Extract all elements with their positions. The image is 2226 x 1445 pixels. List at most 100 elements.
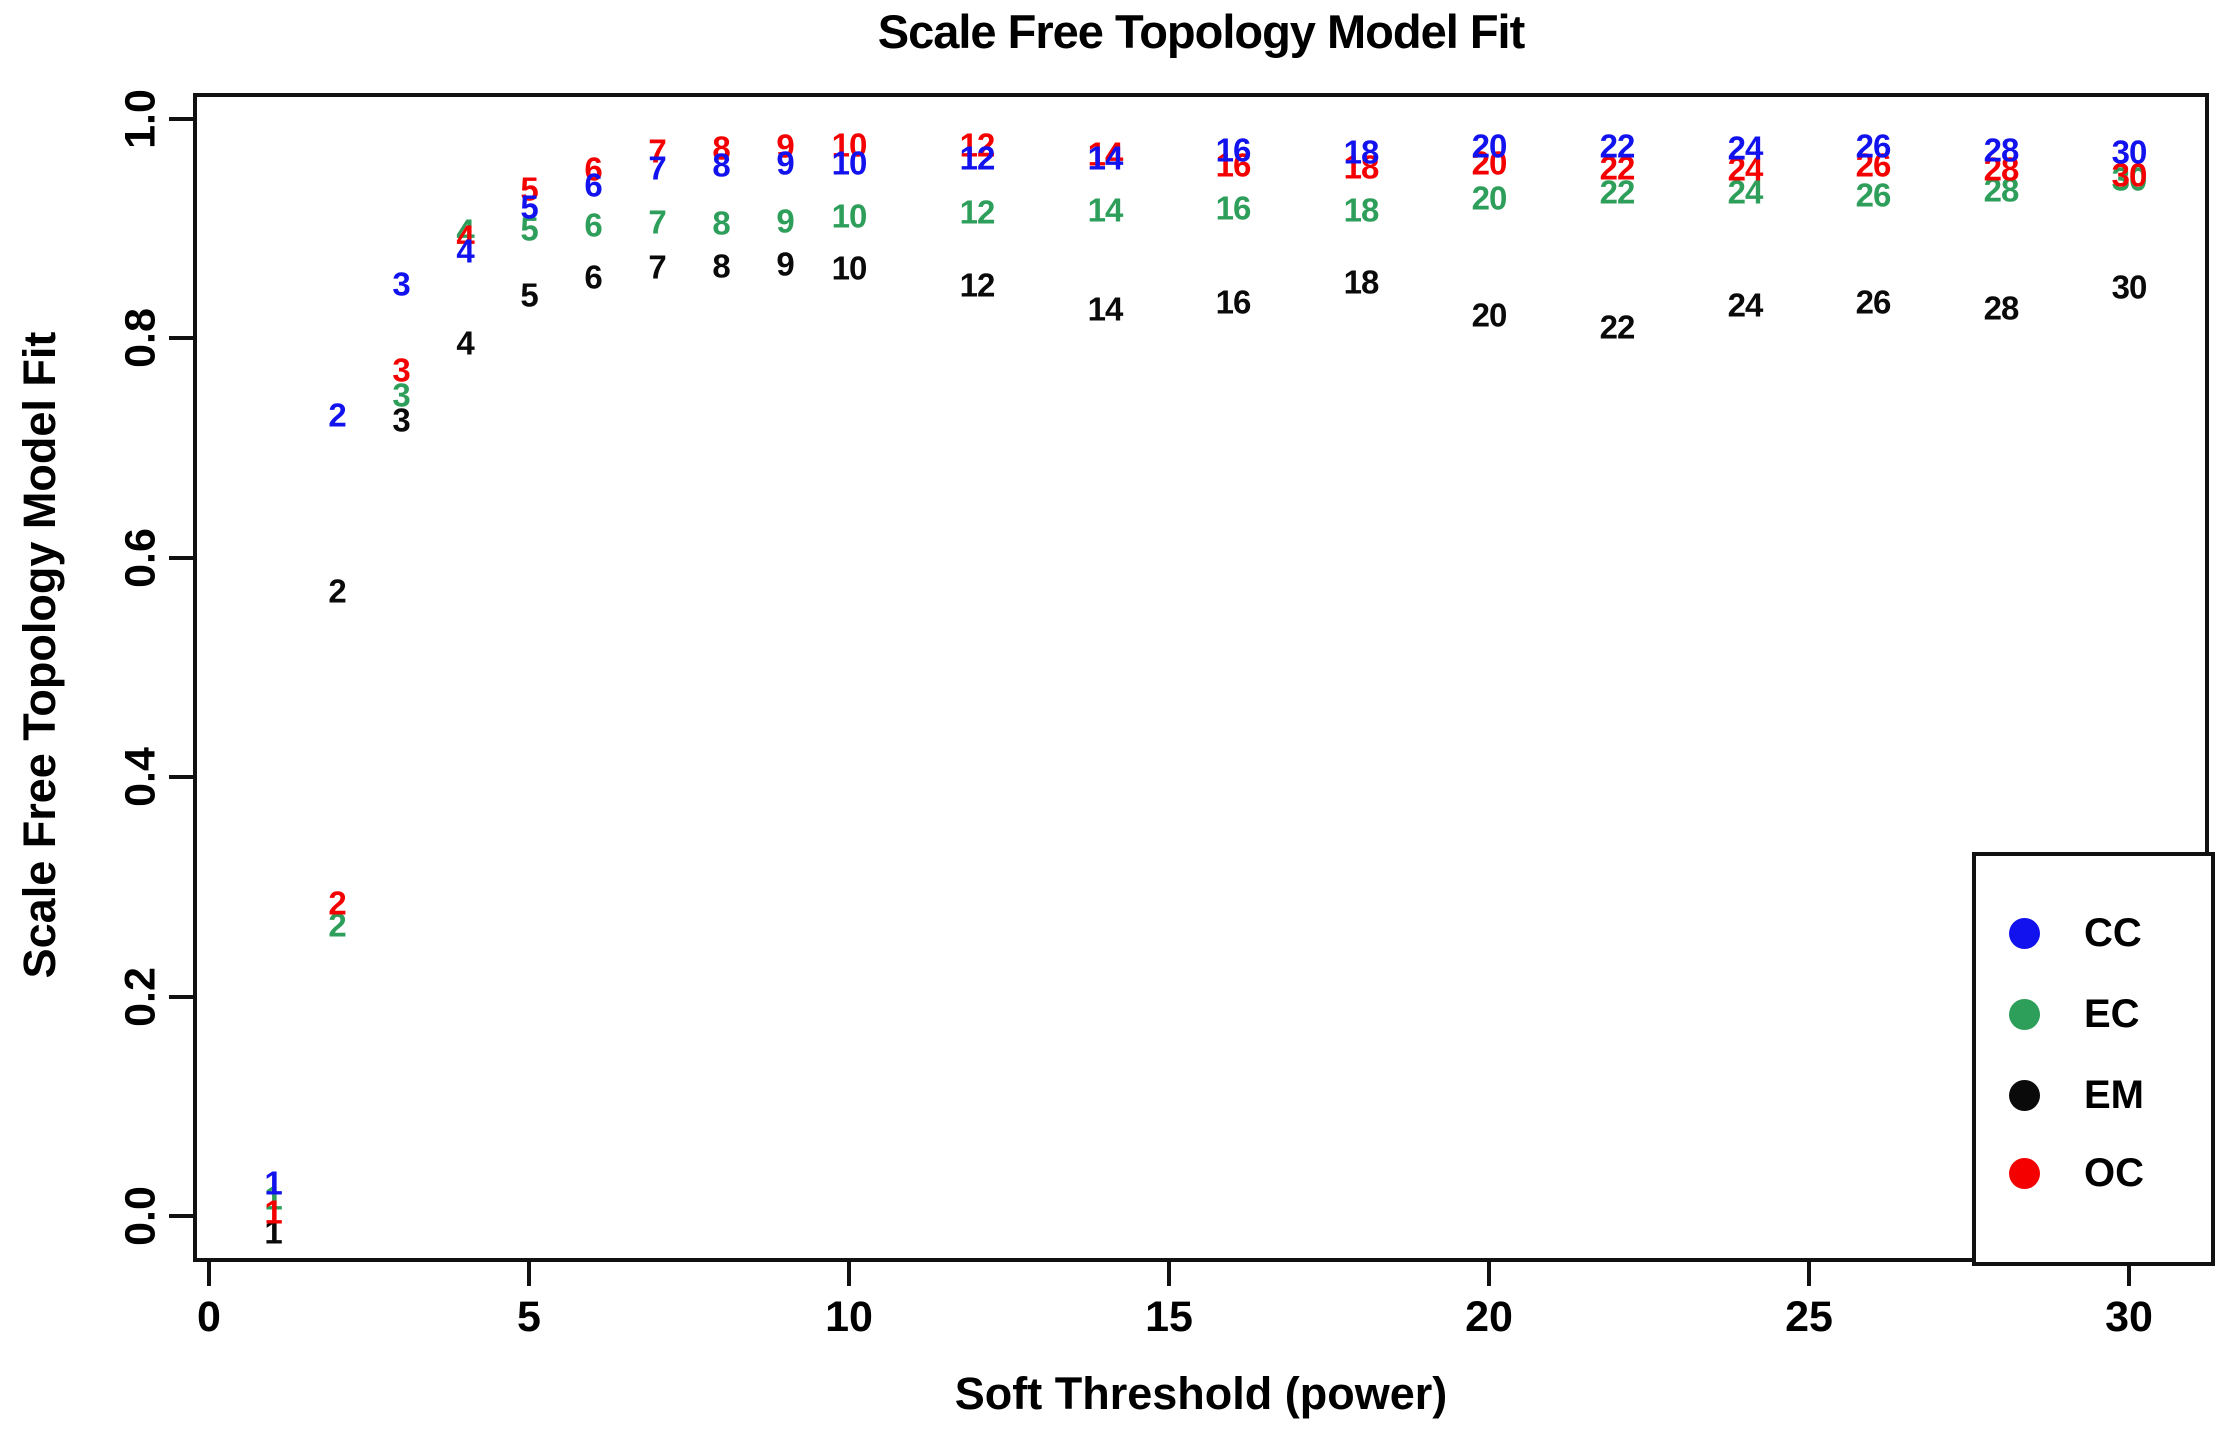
legend-label-cc: CC xyxy=(2084,911,2142,955)
data-point-label-cc-12: 12 xyxy=(959,139,996,177)
data-point-label-oc-6: 6 xyxy=(584,150,602,188)
y-tick-mark xyxy=(169,117,193,121)
data-point-label-ec-4: 4 xyxy=(456,212,474,250)
data-point-label-oc-1: 1 xyxy=(264,1193,282,1231)
data-point-label-ec-28: 28 xyxy=(1983,171,2020,209)
data-point-label-oc-12: 12 xyxy=(959,126,996,164)
data-point-label-cc-6: 6 xyxy=(584,166,602,204)
data-point-label-ec-7: 7 xyxy=(648,203,666,241)
chart-title: Scale Free Topology Model Fit xyxy=(877,5,1526,58)
data-point-label-cc-7: 7 xyxy=(648,149,666,187)
data-point-label-cc-16: 16 xyxy=(1215,131,1252,169)
data-point-label-cc-22: 22 xyxy=(1599,127,1636,165)
x-tick-mark xyxy=(1167,1262,1171,1286)
legend-entry-ec: EC xyxy=(2009,994,2140,1034)
data-point-label-oc-16: 16 xyxy=(1215,146,1252,184)
x-tick-label: 5 xyxy=(517,1293,541,1341)
data-point-label-oc-26: 26 xyxy=(1855,146,1892,184)
data-point-label-oc-3: 3 xyxy=(392,351,410,389)
data-point-label-em-28: 28 xyxy=(1983,289,2020,327)
data-point-label-oc-30: 30 xyxy=(2111,156,2148,194)
y-tick-label: 0.4 xyxy=(116,747,165,808)
data-point-label-ec-3: 3 xyxy=(392,376,410,414)
legend-entry-oc: OC xyxy=(2009,1153,2144,1193)
data-point-label-em-26: 26 xyxy=(1855,283,1892,321)
data-point-label-em-9: 9 xyxy=(776,245,794,283)
legend-dot-em xyxy=(2009,1079,2040,1111)
data-point-label-oc-24: 24 xyxy=(1727,150,1764,188)
y-tick-label: 0.0 xyxy=(116,1186,165,1246)
data-point-label-em-22: 22 xyxy=(1599,308,1636,346)
x-axis-label: Soft Threshold (power) xyxy=(954,1368,1448,1419)
data-point-label-ec-10: 10 xyxy=(831,197,868,235)
x-tick-label: 0 xyxy=(197,1293,221,1341)
data-point-label-em-5: 5 xyxy=(520,276,538,314)
data-point-label-cc-28: 28 xyxy=(1983,131,2020,169)
x-tick-label: 20 xyxy=(1465,1293,1513,1341)
legend-label-oc: OC xyxy=(2084,1151,2144,1195)
data-point-label-ec-9: 9 xyxy=(776,202,794,240)
data-point-label-oc-18: 18 xyxy=(1343,148,1380,186)
data-point-label-ec-30: 30 xyxy=(2111,160,2148,198)
x-tick-mark xyxy=(527,1262,531,1286)
data-point-label-cc-30: 30 xyxy=(2111,133,2148,171)
y-tick-mark xyxy=(169,775,193,780)
x-tick-label: 30 xyxy=(2105,1293,2153,1341)
data-point-label-cc-20: 20 xyxy=(1471,127,1508,165)
x-tick-mark xyxy=(207,1262,211,1286)
x-tick-mark xyxy=(1807,1262,1811,1286)
data-point-label-cc-8: 8 xyxy=(712,146,730,184)
data-point-label-ec-16: 16 xyxy=(1215,189,1252,227)
data-point-label-em-20: 20 xyxy=(1471,296,1508,334)
data-point-label-cc-14: 14 xyxy=(1087,139,1124,177)
data-point-label-oc-14: 14 xyxy=(1087,135,1124,173)
data-point-label-cc-18: 18 xyxy=(1343,133,1380,171)
y-tick-mark xyxy=(169,555,193,560)
data-point-label-em-6: 6 xyxy=(584,258,602,296)
data-point-label-ec-6: 6 xyxy=(584,206,602,244)
data-point-label-em-2: 2 xyxy=(328,572,346,610)
legend-dot-cc xyxy=(2009,917,2040,949)
data-point-label-em-4: 4 xyxy=(456,324,474,362)
data-point-label-cc-24: 24 xyxy=(1727,129,1764,167)
data-point-label-oc-10: 10 xyxy=(831,126,868,164)
x-tick-label: 25 xyxy=(1785,1293,1833,1341)
data-point-label-oc-2: 2 xyxy=(328,884,346,922)
data-point-label-em-14: 14 xyxy=(1087,290,1124,328)
y-tick-mark xyxy=(169,1214,193,1218)
y-tick-label: 0.2 xyxy=(116,966,165,1027)
data-point-label-ec-2: 2 xyxy=(328,906,346,944)
data-point-label-oc-5: 5 xyxy=(520,170,538,208)
y-axis-label: Scale Free Topology Model Fit xyxy=(14,331,65,979)
data-point-label-cc-3: 3 xyxy=(392,265,410,303)
data-point-label-em-30: 30 xyxy=(2111,268,2148,306)
legend-dot-oc xyxy=(2009,1157,2040,1189)
legend-dot-ec xyxy=(2009,998,2040,1030)
data-point-label-cc-5: 5 xyxy=(520,188,538,226)
data-point-label-em-1: 1 xyxy=(264,1213,282,1251)
data-point-label-oc-7: 7 xyxy=(648,132,666,170)
data-point-label-cc-2: 2 xyxy=(328,396,346,434)
data-point-label-cc-1: 1 xyxy=(264,1164,282,1202)
y-tick-label: 0.6 xyxy=(116,527,165,588)
data-point-label-ec-8: 8 xyxy=(712,204,730,242)
x-tick-label: 10 xyxy=(825,1293,873,1341)
data-point-label-ec-20: 20 xyxy=(1471,179,1508,217)
data-point-label-oc-20: 20 xyxy=(1471,144,1508,182)
data-point-label-ec-1: 1 xyxy=(264,1179,282,1217)
x-tick-mark xyxy=(847,1262,851,1286)
data-point-label-em-10: 10 xyxy=(831,249,868,287)
data-point-label-em-18: 18 xyxy=(1343,263,1380,301)
data-point-label-em-24: 24 xyxy=(1727,286,1764,324)
data-point-label-oc-22: 22 xyxy=(1599,149,1636,187)
legend-label-em: EM xyxy=(2084,1073,2144,1117)
y-tick-label: 0.8 xyxy=(116,308,165,369)
x-tick-mark xyxy=(2127,1262,2131,1286)
data-point-label-ec-24: 24 xyxy=(1727,173,1764,211)
data-point-label-em-7: 7 xyxy=(648,248,666,286)
data-point-label-em-8: 8 xyxy=(712,247,730,285)
data-point-label-ec-5: 5 xyxy=(520,210,538,248)
data-point-label-em-12: 12 xyxy=(959,266,996,304)
data-point-label-ec-14: 14 xyxy=(1087,191,1124,229)
x-tick-mark xyxy=(1487,1262,1491,1286)
